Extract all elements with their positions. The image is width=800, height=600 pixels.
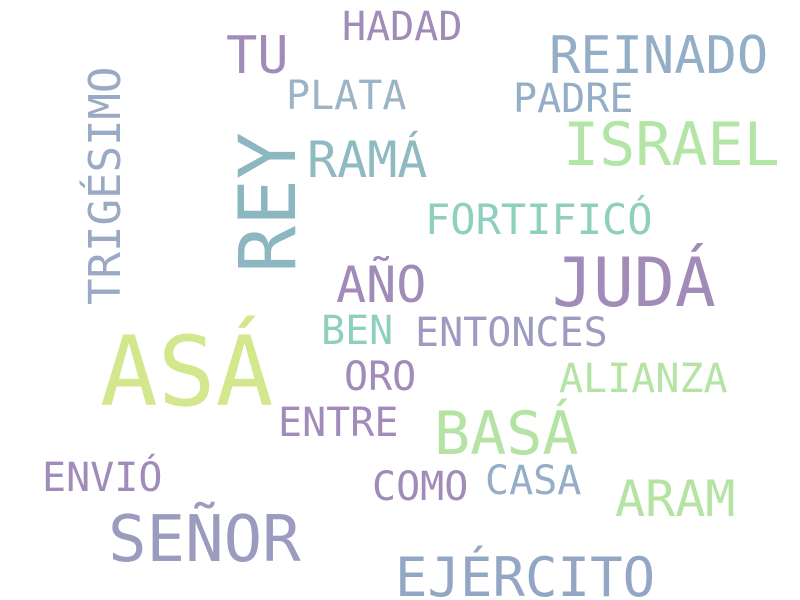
word-aram: ARAM — [615, 470, 736, 528]
word-israel: ISRAEL — [563, 110, 780, 180]
word-ano: AÑO — [336, 256, 427, 314]
word-fortifico: FORTIFICÓ — [425, 195, 653, 244]
word-juda: JUDÁ — [552, 244, 716, 323]
word-padre: PADRE — [513, 76, 634, 122]
word-rey: REY — [224, 132, 314, 273]
word-oro: ORO — [344, 354, 417, 400]
word-entre: ENTRE — [278, 400, 399, 446]
word-casa: CASA — [485, 458, 582, 504]
word-entonces: ENTONCES — [415, 310, 608, 356]
word-ejercito: EJÉRCITO — [395, 546, 656, 600]
word-asa: ASÁ — [100, 316, 274, 428]
word-reinado: REINADO — [549, 26, 769, 86]
word-tu: TU — [226, 26, 289, 86]
word-basa: BASÁ — [434, 399, 579, 469]
word-como: COMO — [372, 464, 469, 510]
word-rama: RAMÁ — [307, 131, 428, 189]
word-envio: ENVIÓ — [42, 455, 163, 501]
word-hadad: HADAD — [342, 4, 463, 50]
word-ben: BEN — [321, 308, 394, 354]
word-senor: SEÑOR — [108, 503, 301, 577]
word-trigesimo: TRIGÉSIMO — [80, 66, 131, 305]
word-plata: PLATA — [286, 73, 407, 119]
word-alianza: ALIANZA — [559, 356, 728, 402]
